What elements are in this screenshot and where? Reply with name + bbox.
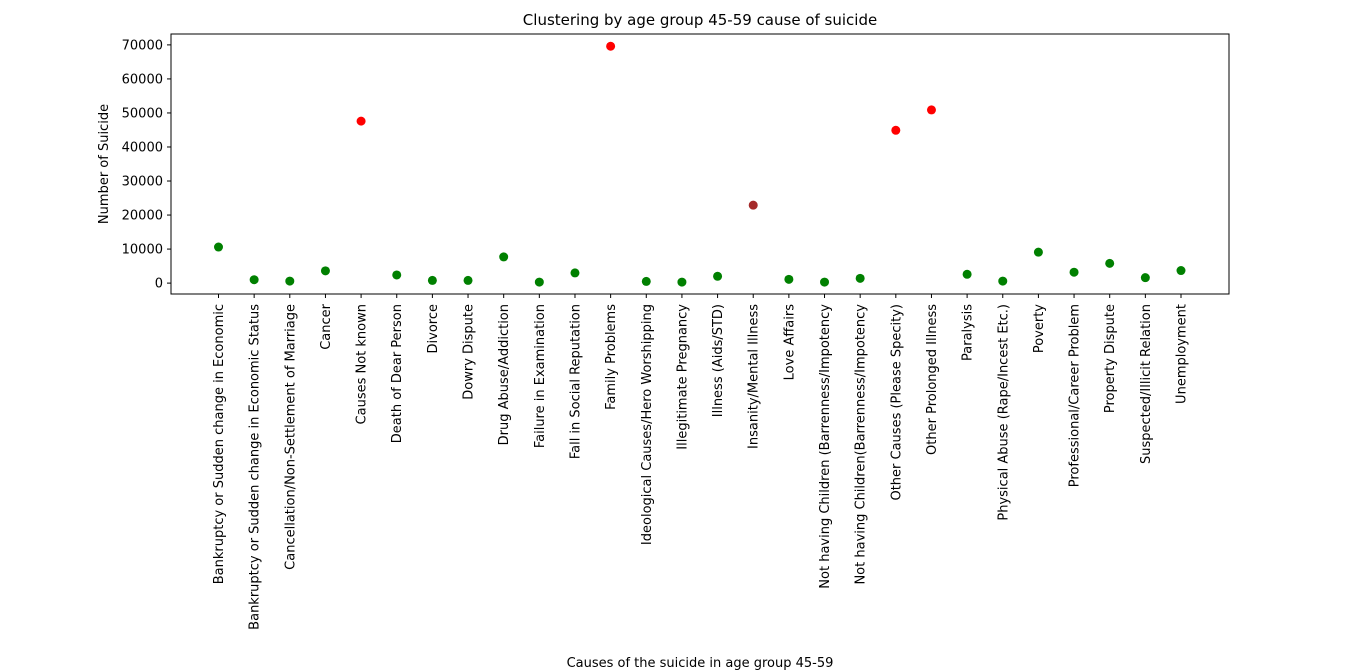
y-tick-label: 60000: [122, 72, 163, 87]
y-axis-title: Number of Suicide: [97, 104, 112, 224]
x-tick-label: Not having Children (Barrenness/Impotenc…: [818, 304, 833, 589]
data-point: [677, 277, 687, 287]
x-tick-label: Physical Abuse (Rape/Incest Etc.): [996, 304, 1011, 521]
x-tick-label: Bankruptcy or Sudden change in Economic …: [248, 304, 263, 630]
data-point: [926, 105, 936, 115]
x-tick-label: Unemployment: [1175, 304, 1190, 404]
y-tick-label: 10000: [122, 243, 163, 258]
data-point: [427, 275, 437, 285]
data-point: [820, 277, 830, 287]
x-tick-label: Dowry Dispute: [462, 304, 477, 400]
x-tick-label: Poverty: [1032, 304, 1047, 353]
x-tick-label: Professional/Career Problem: [1068, 304, 1083, 487]
x-axis: Bankruptcy or Sudden change in Economic B…: [212, 294, 1190, 630]
x-tick-label: Fall in Social Reputation: [568, 304, 583, 459]
data-point: [1033, 247, 1043, 257]
x-tick-label: Other Causes (Please Specity): [889, 304, 904, 501]
x-tick-label: Love Affairs: [782, 304, 797, 381]
data-point: [320, 266, 330, 276]
x-tick-label: Family Problems: [604, 304, 619, 410]
data-point: [392, 270, 402, 280]
x-tick-label: Drug Abuse/Addiction: [497, 304, 512, 445]
data-point: [1176, 266, 1186, 276]
data-point: [748, 200, 758, 210]
data-point: [1140, 273, 1150, 283]
x-tick-label: Suspected/Illicit Relation: [1139, 304, 1154, 464]
x-tick-label: Not having Children(Barrenness/Impotency: [854, 304, 869, 585]
x-tick-label: Other Prolonged Illness: [925, 304, 940, 455]
data-point: [570, 268, 580, 278]
x-tick-label: Paralysis: [961, 304, 976, 361]
data-point: [214, 242, 223, 252]
x-tick-label: Divorce: [426, 304, 441, 353]
plot-frame: [170, 33, 1230, 295]
data-point: [641, 276, 651, 286]
x-tick-label: Property Dispute: [1103, 304, 1118, 413]
data-point: [891, 125, 901, 135]
data-point: [285, 276, 295, 286]
data-point: [1105, 258, 1115, 268]
data-point: [356, 116, 366, 126]
data-point: [1069, 267, 1079, 277]
x-tick-label: Insanity/Mental Illness: [747, 304, 762, 449]
x-axis-title: Causes of the suicide in age group 45-59: [567, 656, 834, 671]
data-point: [534, 277, 544, 287]
data-point: [499, 252, 509, 262]
data-point: [962, 269, 972, 279]
data-point: [606, 41, 616, 51]
x-tick-label: Illegitimate Pregnancy: [675, 304, 690, 450]
data-point: [463, 275, 473, 285]
data-point: [855, 273, 865, 283]
x-tick-label: Cancellation/Non-Settlement of Marriage: [283, 304, 298, 570]
data-points: [214, 41, 1186, 287]
x-tick-label: Ideological Causes/Hero Worshipping: [640, 304, 655, 545]
x-tick-label: Causes Not known: [355, 304, 370, 424]
y-axis: 0 10000 20000 30000 40000 50000 60000 70000: [122, 38, 171, 292]
x-tick-label: Death of Dear Person: [390, 304, 405, 443]
plot-area: [170, 33, 1230, 295]
y-tick-label: 30000: [122, 175, 163, 190]
data-point: [784, 274, 794, 284]
data-point: [998, 276, 1008, 286]
x-tick-label: Failure in Examination: [533, 304, 548, 448]
x-tick-label: Bankruptcy or Sudden change in Economic: [212, 304, 227, 584]
y-tick-label: 40000: [122, 140, 163, 155]
y-tick-label: 20000: [122, 209, 163, 224]
y-tick-label: 70000: [122, 38, 163, 53]
x-tick-label: Cancer: [319, 303, 334, 349]
data-point: [713, 271, 723, 281]
y-tick-label: 0: [155, 277, 163, 292]
data-point: [249, 275, 259, 285]
chart-title: Clustering by age group 45-59 cause of s…: [523, 11, 877, 29]
y-tick-label: 50000: [122, 106, 163, 121]
x-tick-label: Illness (Aids/STD): [711, 304, 726, 417]
